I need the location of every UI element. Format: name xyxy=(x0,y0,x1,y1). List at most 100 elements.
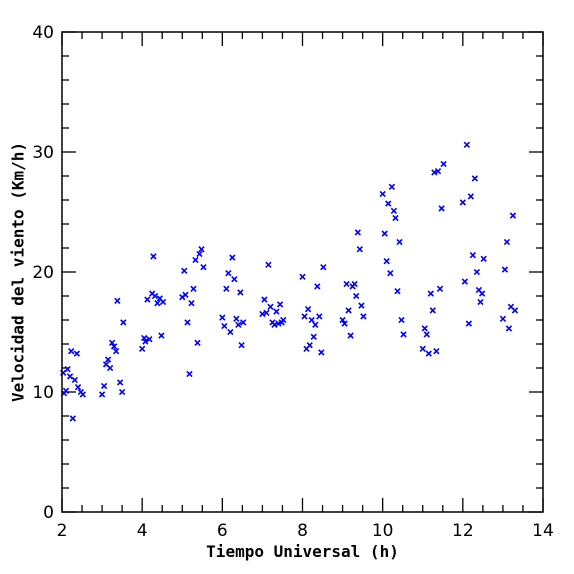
data-point xyxy=(306,342,313,349)
data-point xyxy=(301,313,308,320)
data-point xyxy=(118,388,126,396)
data-point xyxy=(299,273,306,280)
data-point xyxy=(188,300,195,307)
data-point xyxy=(259,310,266,318)
data-point xyxy=(425,350,432,357)
y-tick-label: 30 xyxy=(32,143,54,163)
data-point xyxy=(505,325,513,332)
data-points xyxy=(60,141,519,422)
x-tick-label: 6 xyxy=(217,521,228,541)
data-point xyxy=(68,348,75,355)
y-tick-label: 20 xyxy=(32,263,54,283)
x-tick-label: 12 xyxy=(452,521,474,541)
data-point xyxy=(238,342,245,349)
data-point xyxy=(144,296,151,303)
data-point xyxy=(198,246,205,253)
data-point xyxy=(398,316,405,324)
data-point xyxy=(196,250,203,258)
data-point xyxy=(461,278,469,285)
data-point xyxy=(100,382,108,390)
x-axis-title: Tiempo Universal (h) xyxy=(206,542,399,561)
x-tick-label: 8 xyxy=(297,521,308,541)
tick-labels: 2 4 6 8 10 12 14 0 10 20 30 40 xyxy=(32,23,553,541)
data-point xyxy=(154,300,161,307)
data-point xyxy=(146,336,153,343)
data-point xyxy=(233,315,240,322)
data-point xyxy=(427,290,434,297)
data-point xyxy=(104,356,112,363)
data-point xyxy=(383,258,390,265)
data-point xyxy=(354,229,361,236)
data-point xyxy=(392,214,399,222)
data-point xyxy=(396,238,403,246)
data-point xyxy=(341,320,348,327)
data-point xyxy=(273,308,280,315)
data-point xyxy=(186,370,193,378)
y-axis-title: Velocidad del viento (Km/h) xyxy=(9,142,28,402)
data-point xyxy=(433,348,440,355)
data-point xyxy=(438,205,445,212)
data-point xyxy=(150,253,157,260)
data-point xyxy=(318,349,325,356)
data-point xyxy=(465,320,473,327)
data-point xyxy=(158,332,165,339)
data-point xyxy=(261,296,268,303)
data-point xyxy=(312,321,319,328)
data-point xyxy=(139,345,146,352)
data-point xyxy=(394,288,401,295)
data-point xyxy=(182,291,189,298)
data-point xyxy=(471,175,479,182)
data-point xyxy=(345,307,352,314)
data-point xyxy=(501,266,509,273)
data-point xyxy=(511,307,519,314)
y-tick-label: 10 xyxy=(32,383,54,403)
data-point xyxy=(142,338,149,345)
data-point xyxy=(112,348,120,355)
data-point xyxy=(339,316,346,324)
data-point xyxy=(240,319,247,326)
data-point xyxy=(320,264,327,271)
data-point xyxy=(227,328,234,336)
data-point xyxy=(467,193,475,200)
data-point xyxy=(276,301,284,308)
data-point xyxy=(221,322,228,330)
data-point xyxy=(64,366,71,373)
data-point xyxy=(116,379,124,386)
data-point xyxy=(265,261,272,268)
data-point xyxy=(434,168,442,175)
data-point xyxy=(194,339,201,346)
data-point xyxy=(106,364,114,372)
data-point xyxy=(509,212,517,219)
data-point xyxy=(308,316,315,324)
data-point xyxy=(66,373,74,380)
data-point xyxy=(469,252,477,259)
data-point xyxy=(225,270,232,277)
data-point xyxy=(114,297,121,304)
data-point xyxy=(223,285,230,292)
data-point xyxy=(235,321,242,328)
axis-ticks xyxy=(61,31,544,513)
x-tick-label: 10 xyxy=(372,521,394,541)
data-point xyxy=(358,302,365,309)
data-point xyxy=(231,276,238,283)
x-tick-label: 4 xyxy=(137,521,148,541)
data-point xyxy=(190,285,197,292)
data-point xyxy=(73,350,80,357)
data-point xyxy=(79,391,87,398)
data-point xyxy=(480,255,487,262)
data-point xyxy=(388,183,396,190)
x-tick-label: 2 xyxy=(57,521,68,541)
data-point xyxy=(69,415,76,422)
data-point xyxy=(71,376,78,384)
data-point xyxy=(423,331,430,338)
data-point xyxy=(219,314,226,321)
data-point xyxy=(192,256,199,264)
data-point xyxy=(419,345,426,352)
data-point xyxy=(151,292,159,300)
data-point xyxy=(108,339,116,346)
data-point xyxy=(120,319,127,326)
data-point xyxy=(499,315,507,322)
data-point xyxy=(459,199,466,206)
data-point xyxy=(429,307,436,314)
data-point xyxy=(351,280,358,288)
